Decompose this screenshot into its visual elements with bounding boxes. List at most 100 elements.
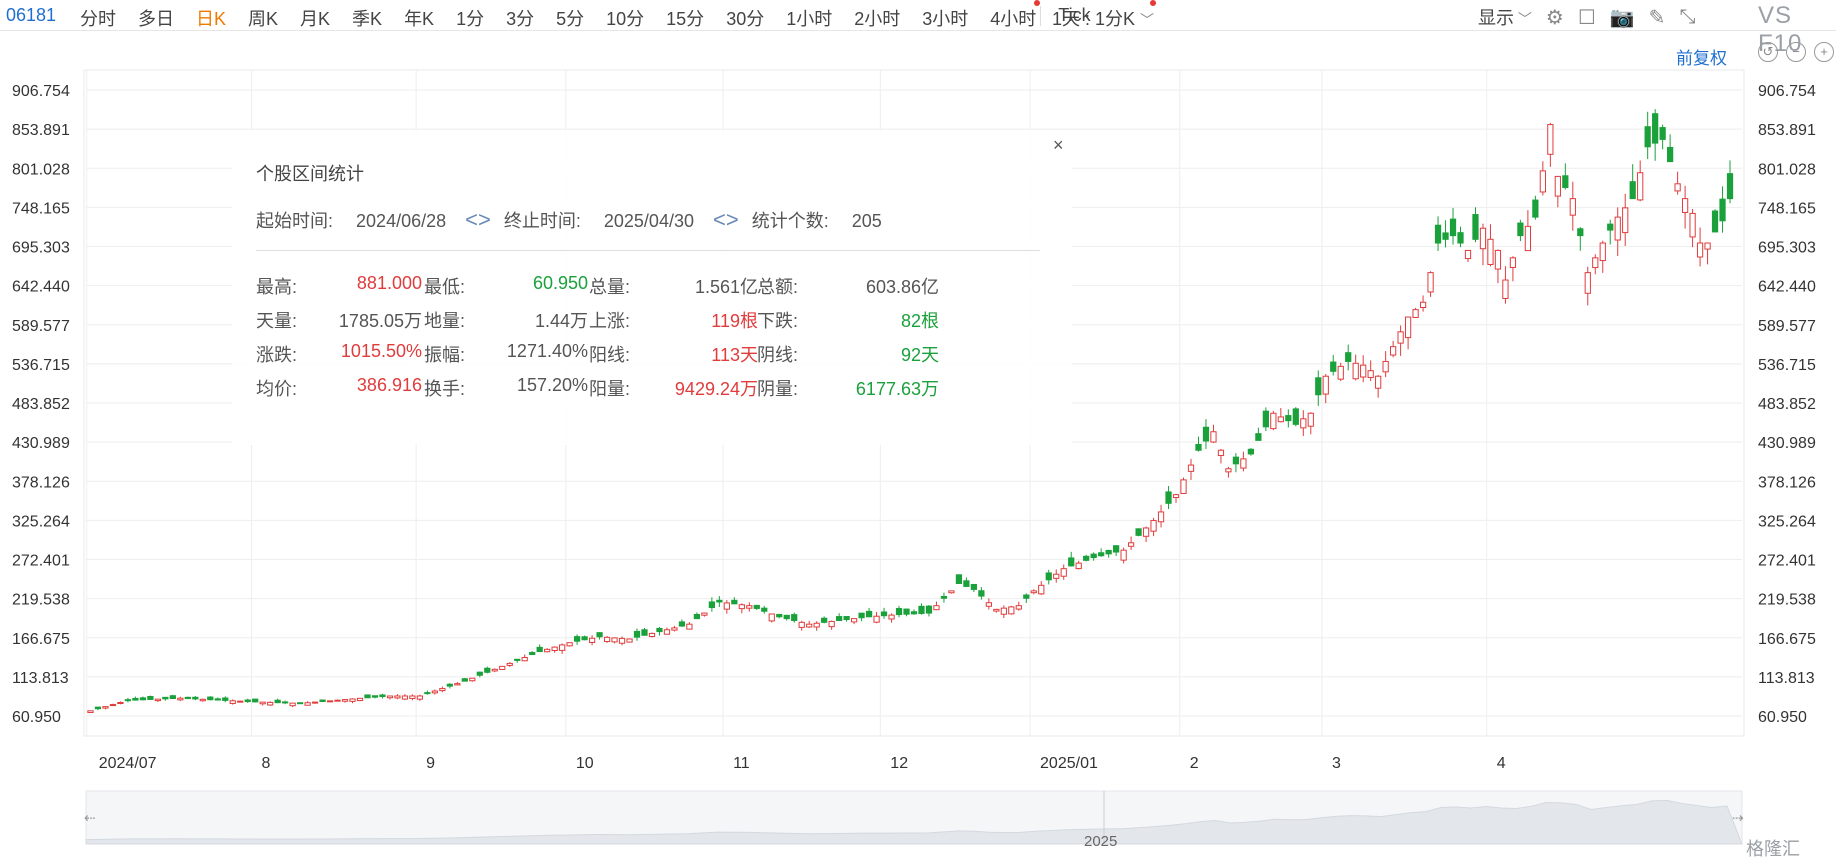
stat-value: 60.950	[532, 273, 588, 293]
stat-label: 总额:	[757, 277, 799, 297]
end-label: 终止时间:	[503, 211, 581, 231]
up-candle	[1674, 183, 1681, 192]
up-candle	[813, 622, 820, 628]
tab-7[interactable]: 1分	[456, 9, 485, 29]
tab-9[interactable]: 5分	[556, 9, 585, 29]
up-candle	[349, 698, 356, 702]
up-candle	[1592, 257, 1599, 269]
watermark: 格隆汇	[1746, 839, 1800, 859]
up-candle	[663, 629, 671, 635]
display-menu[interactable]: 显示 ﹀	[1478, 4, 1532, 30]
tab-10[interactable]: 10分	[606, 9, 645, 29]
up-candle	[888, 614, 895, 620]
collapse-icon[interactable]: ⤡	[1679, 5, 1696, 28]
stat-value: 9429.24万	[674, 379, 758, 399]
up-candle	[1569, 198, 1576, 216]
pencil-icon[interactable]: ✎	[1648, 6, 1666, 29]
up-candle	[1487, 238, 1494, 265]
up-candle	[177, 697, 184, 701]
range-select[interactable]: 1天 : 1分K ﹀	[1052, 5, 1154, 31]
zoom-out-icon[interactable]: −	[1786, 42, 1806, 62]
stock-code[interactable]: 06181	[6, 5, 57, 25]
up-candle	[454, 683, 461, 686]
up-candle	[341, 699, 349, 702]
tab-14[interactable]: 2小时	[854, 9, 901, 29]
y-tick-label-right: 589.577	[1758, 318, 1816, 335]
tab-8[interactable]: 3分	[506, 9, 535, 29]
square-icon[interactable]: ☐	[1577, 6, 1596, 29]
stat-value: 1.561亿	[694, 277, 758, 297]
stat-label: 总量:	[589, 277, 631, 297]
up-candle	[1300, 418, 1307, 429]
down-candle	[963, 580, 970, 587]
up-candle	[334, 699, 341, 702]
y-tick-label-right: 113.813	[1758, 670, 1815, 687]
up-candle	[1637, 172, 1644, 201]
navigator-left-handle: ⇠	[84, 810, 96, 826]
down-candle	[1285, 415, 1292, 422]
y-tick-label-right: 642.440	[1758, 279, 1816, 296]
up-candle	[1479, 227, 1487, 250]
down-candle	[955, 574, 963, 584]
tab-17[interactable]: Tick	[1058, 5, 1091, 25]
up-candle	[686, 623, 693, 630]
tab-5[interactable]: 季K	[352, 9, 383, 29]
tab-4[interactable]: 月K	[300, 9, 331, 29]
tab-16[interactable]: 4小时	[990, 9, 1037, 29]
y-tick-label-left: 589.577	[12, 318, 70, 335]
adjust-arrows-icon[interactable]: <>	[465, 207, 491, 232]
stat-value: 1271.40%	[506, 341, 588, 361]
tab-1[interactable]: 多日	[138, 9, 174, 29]
tab-11[interactable]: 15分	[666, 9, 705, 29]
reset-icon[interactable]: ↺	[1758, 42, 1778, 62]
up-candle	[469, 677, 476, 682]
down-candle	[1472, 214, 1479, 240]
y-tick-label-right: 378.126	[1758, 474, 1816, 491]
up-candle	[768, 613, 775, 622]
down-candle	[1090, 553, 1097, 559]
down-candle	[865, 610, 873, 618]
zoom-in-icon[interactable]: +	[1814, 42, 1834, 62]
down-candle	[573, 636, 581, 642]
down-candle	[1667, 146, 1674, 163]
up-candle	[356, 697, 364, 702]
down-candle	[296, 702, 304, 705]
stat-label: 换手:	[424, 379, 466, 399]
up-candle	[1075, 562, 1082, 570]
adjust-arrows-icon[interactable]: <>	[713, 207, 739, 232]
down-candle	[791, 614, 798, 621]
up-candle	[1015, 605, 1022, 610]
gear-icon[interactable]: ⚙	[1545, 6, 1564, 29]
stat-label: 地量:	[424, 311, 466, 331]
close-icon[interactable]: ×	[1053, 135, 1064, 155]
y-tick-label-right: 483.852	[1758, 396, 1816, 413]
adjust-price-button[interactable]: 前复权	[1676, 49, 1727, 68]
tab-13[interactable]: 1小时	[786, 9, 833, 29]
up-candle	[289, 702, 296, 707]
down-candle	[716, 599, 723, 603]
down-candle	[1644, 126, 1651, 148]
x-month-label: 8	[261, 755, 270, 772]
range-stats-panel: × 个股区间统计 起始时间: 2024/06/28 <> 终止时间: 2025/…	[232, 130, 1072, 445]
tab-12[interactable]: 30分	[726, 9, 765, 29]
up-candle	[1509, 257, 1517, 268]
toolbar-divider	[1040, 6, 1041, 26]
x-month-label: 2024/07	[99, 755, 157, 772]
down-candle	[1607, 223, 1614, 231]
down-candle	[1652, 113, 1659, 144]
toolbar-right: 显示 ﹀ ⚙ ☐ 📷 ✎ ⤡	[1478, 4, 1695, 30]
tab-2[interactable]: 日K	[196, 9, 227, 29]
up-candle	[102, 706, 109, 709]
tab-0[interactable]: 分时	[80, 9, 116, 29]
tab-6[interactable]: 年K	[404, 9, 435, 29]
tab-3[interactable]: 周K	[248, 9, 279, 29]
up-candle	[1681, 198, 1689, 213]
tab-15[interactable]: 3小时	[922, 9, 969, 29]
camera-icon[interactable]: 📷	[1609, 6, 1635, 29]
y-tick-label-left: 272.401	[12, 553, 70, 570]
candlestick-chart[interactable]: 906.754 906.754 853.891 853.891 801.028 801.0…	[0, 60, 1836, 867]
up-candle	[1187, 464, 1195, 472]
down-candle	[1449, 218, 1457, 237]
up-candle	[1689, 212, 1696, 238]
stat-value: 92天	[900, 345, 939, 365]
